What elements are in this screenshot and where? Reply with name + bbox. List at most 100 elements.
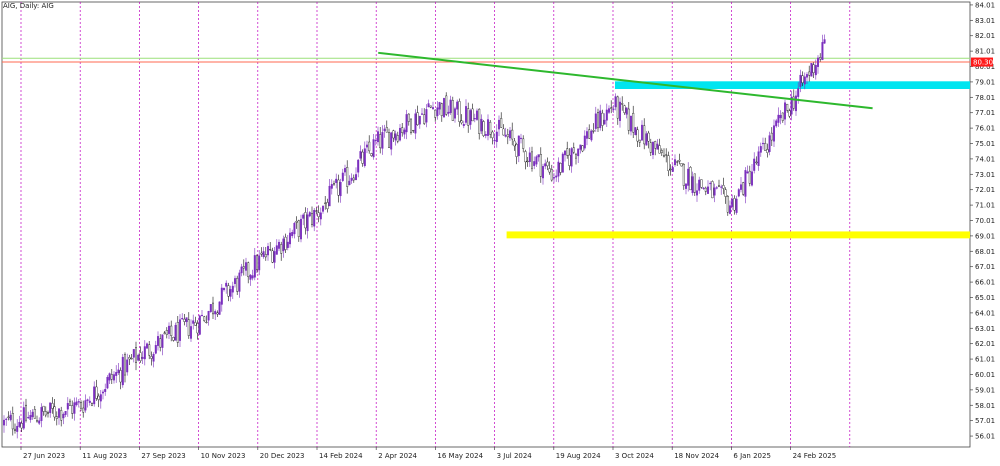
candle-body (480, 118, 483, 132)
candle-body (438, 102, 441, 110)
candle-body (462, 124, 465, 126)
candle-body (722, 185, 725, 189)
date-tick-label: 3 Jul 2024 (497, 452, 533, 460)
price-tick-label: 67.01 (975, 263, 995, 271)
candle-body (605, 109, 608, 121)
candle-body (178, 319, 181, 341)
candle-body (724, 189, 727, 197)
candle-body (429, 105, 432, 108)
candle-body (71, 405, 74, 414)
price-tick-label: 61.01 (975, 356, 995, 364)
candle-body (678, 159, 681, 162)
candle-body (733, 198, 736, 211)
price-tick-label: 60.01 (975, 371, 995, 379)
candle-body (817, 57, 820, 67)
candle-body (187, 319, 190, 336)
candle-body (588, 129, 591, 139)
candle-body (579, 144, 582, 150)
date-tick-label: 11 Aug 2023 (82, 452, 127, 460)
candle-body (696, 190, 699, 196)
candle-body (328, 185, 331, 207)
candle-body (742, 182, 745, 195)
candle-body (691, 176, 694, 194)
candle-body (383, 128, 386, 132)
candle-body (412, 129, 415, 132)
candle-body (454, 108, 457, 119)
price-tick-label: 70.01 (975, 217, 995, 225)
candle-body (165, 330, 168, 335)
candle-body (333, 183, 336, 185)
candle-body (289, 232, 292, 245)
candle-body (273, 251, 276, 263)
price-tick-label: 58.01 (975, 402, 995, 410)
candle-body (500, 118, 503, 128)
candle-body (577, 148, 580, 157)
date-axis: 27 Jun 2023 11 Aug 2023 27 Sep 2023 10 Nov … (20, 447, 837, 460)
candle-body (154, 345, 157, 354)
horizontal-lines-layer (2, 57, 970, 63)
candle-body (641, 124, 644, 141)
candle-body (73, 402, 76, 414)
candle-body (286, 241, 289, 248)
price-tick-label: 75.01 (975, 140, 995, 148)
candle-body (344, 168, 347, 173)
candle-body (478, 108, 481, 134)
candle-body (302, 214, 305, 219)
candle-body (511, 129, 514, 140)
candle-body (47, 412, 50, 414)
candle-body (513, 140, 516, 147)
candle-body (526, 160, 529, 163)
date-tick-label: 24 Feb 2025 (793, 452, 837, 460)
candle-body (737, 189, 740, 197)
candle-body (823, 39, 826, 44)
candle-body (636, 129, 639, 142)
candle-body (119, 370, 122, 383)
candle-body (698, 179, 701, 191)
candle-body (194, 322, 197, 326)
candle-body (537, 154, 540, 158)
candle-body (220, 287, 223, 305)
candle-body (209, 304, 212, 312)
candle-body (557, 161, 560, 177)
candle-body (11, 413, 14, 430)
candle-body (687, 168, 690, 186)
candle-body (247, 262, 250, 278)
candle-body (363, 148, 366, 167)
candle-body (410, 118, 413, 133)
candle-body (493, 139, 496, 142)
candle-body (396, 135, 399, 142)
symbol-title: AIG, Daily: AIG (3, 2, 54, 10)
support-resistance-zone (615, 81, 970, 89)
candle-body (361, 151, 364, 164)
candle-body (370, 153, 373, 156)
candle-body (330, 184, 333, 189)
candle-body (768, 135, 771, 152)
candle-body (192, 320, 195, 324)
candle-body (108, 373, 111, 381)
candle-body (487, 119, 490, 136)
candle-body (337, 179, 340, 196)
candle-body (553, 177, 556, 179)
candle-body (711, 181, 714, 199)
price-tick-label: 56.01 (975, 433, 995, 441)
candle-body (267, 246, 270, 256)
candle-body (148, 344, 151, 356)
candle-body (403, 129, 406, 135)
candle-body (506, 134, 509, 138)
candle-body (476, 110, 479, 120)
candle-body (570, 148, 573, 167)
candle-body (720, 186, 723, 188)
candle-body (685, 183, 688, 189)
candle-body (660, 150, 663, 153)
candle-body (634, 127, 637, 136)
candles-layer (3, 34, 826, 439)
candle-body (101, 391, 104, 394)
candle-body (775, 120, 778, 127)
candle-body (308, 212, 311, 217)
candle-body (335, 178, 338, 183)
candle-body (581, 145, 584, 152)
candle-body (586, 131, 589, 139)
candle-body (533, 161, 536, 166)
candle-body (350, 177, 353, 181)
